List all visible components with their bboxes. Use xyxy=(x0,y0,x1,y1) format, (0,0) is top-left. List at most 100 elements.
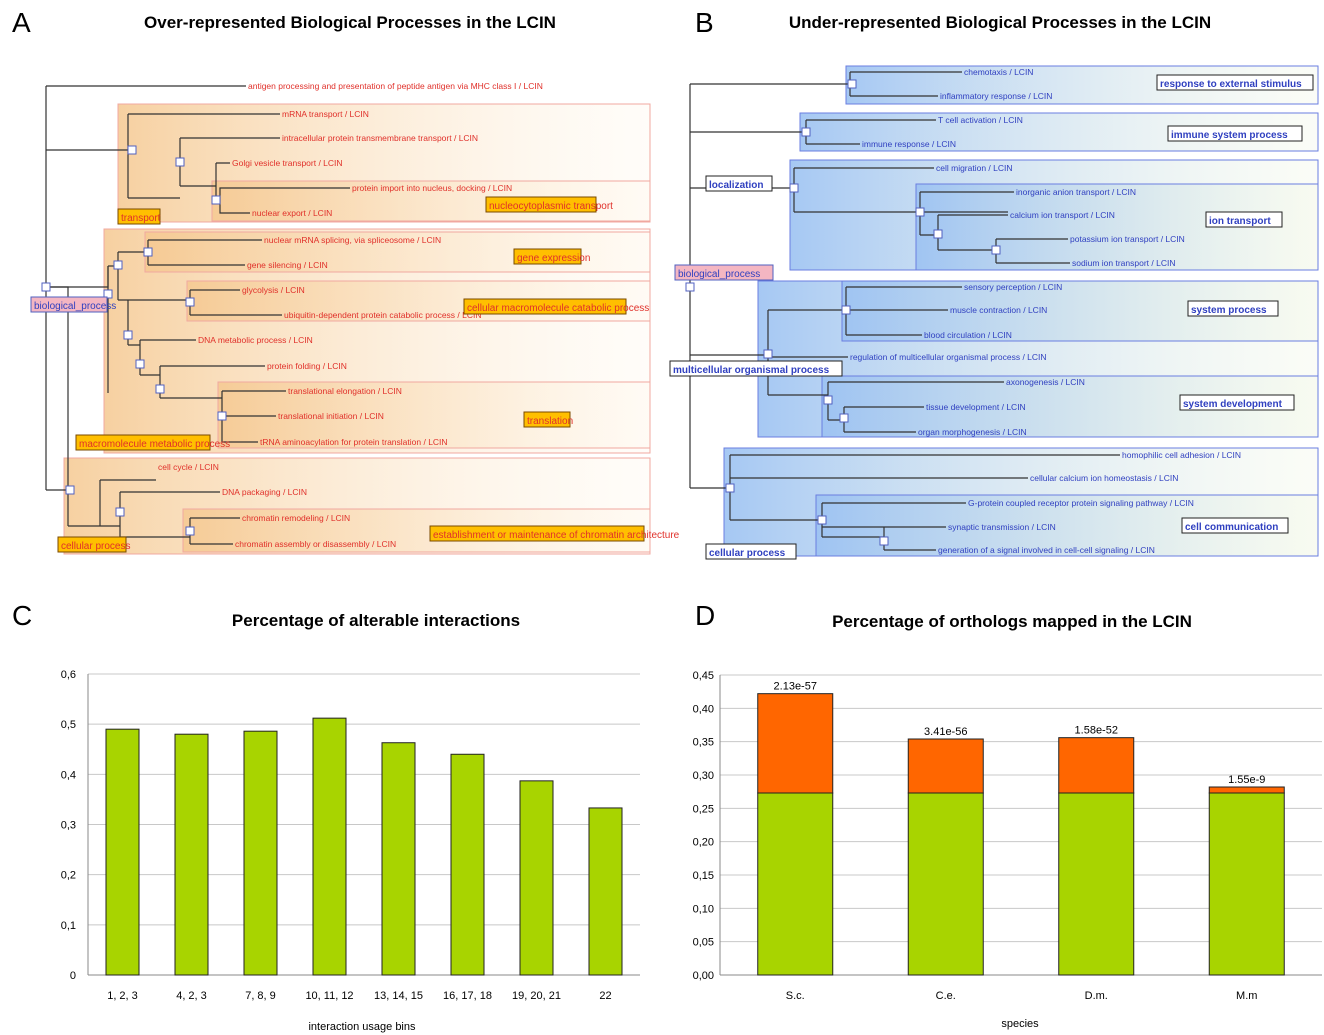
y-tick-label: 0,00 xyxy=(693,970,714,982)
chart-c-title: Percentage of alterable interactions xyxy=(232,611,520,630)
group-box-immune xyxy=(799,112,1319,152)
chart-d-y-ticks: 0,00 0,05 0,10 0,15 0,20 0,25 0,30 0,35 0,40 0,45 xyxy=(693,670,714,982)
x-tick-label: 10, 11, 12 xyxy=(305,990,353,1002)
leaf-label: DNA packaging / LCIN xyxy=(222,487,307,497)
leaf-label: regulation of multicellular organismal p… xyxy=(850,352,1047,362)
group-label-catabolic: cellular macromolecule catabolic process xyxy=(467,303,649,314)
leaf-label: cell migration / LCIN xyxy=(936,163,1013,173)
group-label-chromatin: establishment or maintenance of chromati… xyxy=(433,530,680,541)
p-value-label: 1.58e-52 xyxy=(1075,725,1118,737)
leaf-label: ubiquitin-dependent protein catabolic pr… xyxy=(284,310,482,320)
leaf-label: chemotaxis / LCIN xyxy=(964,67,1033,77)
leaf-label: synaptic transmission / LCIN xyxy=(948,522,1056,532)
leaf-label: gene silencing / LCIN xyxy=(247,260,328,270)
leaf-label: intracellular protein transmembrane tran… xyxy=(282,133,478,143)
bar xyxy=(312,717,347,976)
x-tick-label: M.m xyxy=(1236,990,1257,1002)
leaf-label: inorganic anion transport / LCIN xyxy=(1016,187,1136,197)
tree-b-nodes[interactable] xyxy=(685,79,1001,546)
y-tick-label: 0,1 xyxy=(61,920,76,932)
tree-a-leaves: antigen processing and presentation of p… xyxy=(158,81,543,549)
y-tick-label: 0,40 xyxy=(693,703,714,715)
x-tick-label: D.m. xyxy=(1085,990,1108,1002)
tree-b-leaves: chemotaxis / LCIN inflammatory response … xyxy=(850,67,1241,555)
y-tick-label: 0,35 xyxy=(693,737,714,749)
root-label-b: biological_process xyxy=(678,269,760,280)
y-tick-label: 0,2 xyxy=(61,870,76,882)
leaf-label: cellular calcium ion homeostasis / LCIN xyxy=(1030,473,1178,483)
tree-b-group-labels: response to external stimulus immune sys… xyxy=(669,74,1314,560)
leaf-label: chromatin remodeling / LCIN xyxy=(242,513,350,523)
leaf-label: translational initiation / LCIN xyxy=(278,411,384,421)
panel-a-title: Over-represented Biological Processes in… xyxy=(144,13,556,32)
y-tick-label: 0,6 xyxy=(61,669,76,681)
y-tick-label: 0,4 xyxy=(61,769,76,781)
bar xyxy=(450,753,485,976)
panel-letter-c: C xyxy=(12,600,32,631)
p-value-label: 1.55e-9 xyxy=(1228,774,1265,786)
chart-d-xlabel: species xyxy=(1001,1018,1039,1030)
panel-c: C Percentage of alterable interactions 0… xyxy=(12,600,640,1033)
panel-d: D Percentage of orthologs mapped in the … xyxy=(693,600,1322,1030)
group-label-system-development: system development xyxy=(1183,399,1283,410)
group-label-system-process: system process xyxy=(1191,305,1267,316)
y-tick-label: 0 xyxy=(70,970,76,982)
leaf-label: cell cycle / LCIN xyxy=(158,462,219,472)
y-tick-label: 0,30 xyxy=(693,770,714,782)
bar-segment xyxy=(1058,792,1135,976)
x-tick-label: 16, 17, 18 xyxy=(443,990,492,1002)
leaf-label: generation of a signal involved in cell-… xyxy=(938,545,1155,555)
leaf-label: axonogenesis / LCIN xyxy=(1006,377,1085,387)
panel-b-title: Under-represented Biological Processes i… xyxy=(789,13,1211,32)
bar-segment xyxy=(757,693,834,794)
leaf-label: Golgi vesicle transport / LCIN xyxy=(232,158,343,168)
leaf-label: antigen processing and presentation of p… xyxy=(248,81,543,91)
x-tick-label: C.e. xyxy=(936,990,956,1002)
leaf-label: translational elongation / LCIN xyxy=(288,386,402,396)
leaf-label: calcium ion transport / LCIN xyxy=(1010,210,1115,220)
bar xyxy=(381,742,416,976)
leaf-label: inflammatory response / LCIN xyxy=(940,91,1052,101)
y-tick-label: 0,20 xyxy=(693,837,714,849)
chart-c-xlabel: interaction usage bins xyxy=(308,1021,416,1033)
chart-c-y-ticks: 0 0,1 0,2 0,3 0,4 0,5 0,6 xyxy=(61,669,76,982)
group-label-response-ext: response to external stimulus xyxy=(1160,79,1302,90)
tree-a-nodes[interactable] xyxy=(41,145,227,536)
leaf-label: tissue development / LCIN xyxy=(926,402,1026,412)
bar xyxy=(519,780,554,976)
x-tick-label: 4, 2, 3 xyxy=(176,990,207,1002)
bar-segment xyxy=(1058,737,1135,794)
bar xyxy=(588,807,623,976)
y-tick-label: 0,45 xyxy=(693,670,714,682)
tree-a-group-labels: transport nucleocytoplasmic transport ge… xyxy=(57,196,680,553)
group-label-macromolecule-metabolic-process: macromolecule metabolic process xyxy=(79,439,230,450)
leaf-label: protein import into nucleus, docking / L… xyxy=(352,183,512,193)
group-label-localization: localization xyxy=(709,180,763,191)
leaf-label: glycolysis / LCIN xyxy=(242,285,305,295)
group-label-cellular-process: cellular process xyxy=(61,541,130,552)
root-label-a: biological_process xyxy=(34,301,116,312)
bar-segment xyxy=(907,792,984,976)
leaf-label: protein folding / LCIN xyxy=(267,361,347,371)
x-tick-label: 13, 14, 15 xyxy=(374,990,423,1002)
panel-letter-d: D xyxy=(695,600,715,631)
group-label-multicellular: multicellular organismal process xyxy=(673,365,830,376)
group-label-cellular-process-b: cellular process xyxy=(709,548,786,559)
y-tick-label: 0,25 xyxy=(693,803,714,815)
x-tick-label: 19, 20, 21 xyxy=(512,990,561,1002)
y-tick-label: 0,05 xyxy=(693,937,714,949)
bar xyxy=(243,730,278,976)
leaf-label: nuclear export / LCIN xyxy=(252,208,332,218)
leaf-label: G-protein coupled receptor protein signa… xyxy=(968,498,1194,508)
chart-c-x-ticks: 1, 2, 3 4, 2, 3 7, 8, 9 10, 11, 12 13, 14, 1… xyxy=(107,990,611,1002)
leaf-label: sodium ion transport / LCIN xyxy=(1072,258,1175,268)
leaf-label: T cell activation / LCIN xyxy=(938,115,1023,125)
x-tick-label: 7, 8, 9 xyxy=(245,990,276,1002)
group-label-transport: transport xyxy=(121,213,161,224)
group-label-cell-communication: cell communication xyxy=(1185,522,1278,533)
group-label-translation: translation xyxy=(527,416,573,427)
p-value-label: 2.13e-57 xyxy=(774,681,817,693)
leaf-label: chromatin assembly or disassembly / LCIN xyxy=(235,539,396,549)
chart-d-title: Percentage of orthologs mapped in the LC… xyxy=(832,612,1192,631)
